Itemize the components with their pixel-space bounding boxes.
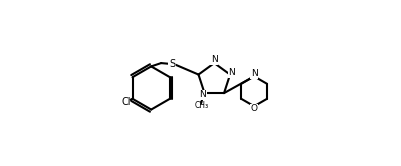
Text: N: N <box>199 90 206 99</box>
Text: N: N <box>211 55 217 64</box>
Text: O: O <box>250 104 257 113</box>
Text: Cl: Cl <box>121 97 130 107</box>
Text: N: N <box>250 69 257 78</box>
Text: N: N <box>228 68 235 77</box>
Text: S: S <box>168 59 174 69</box>
Text: CH₃: CH₃ <box>194 101 208 110</box>
